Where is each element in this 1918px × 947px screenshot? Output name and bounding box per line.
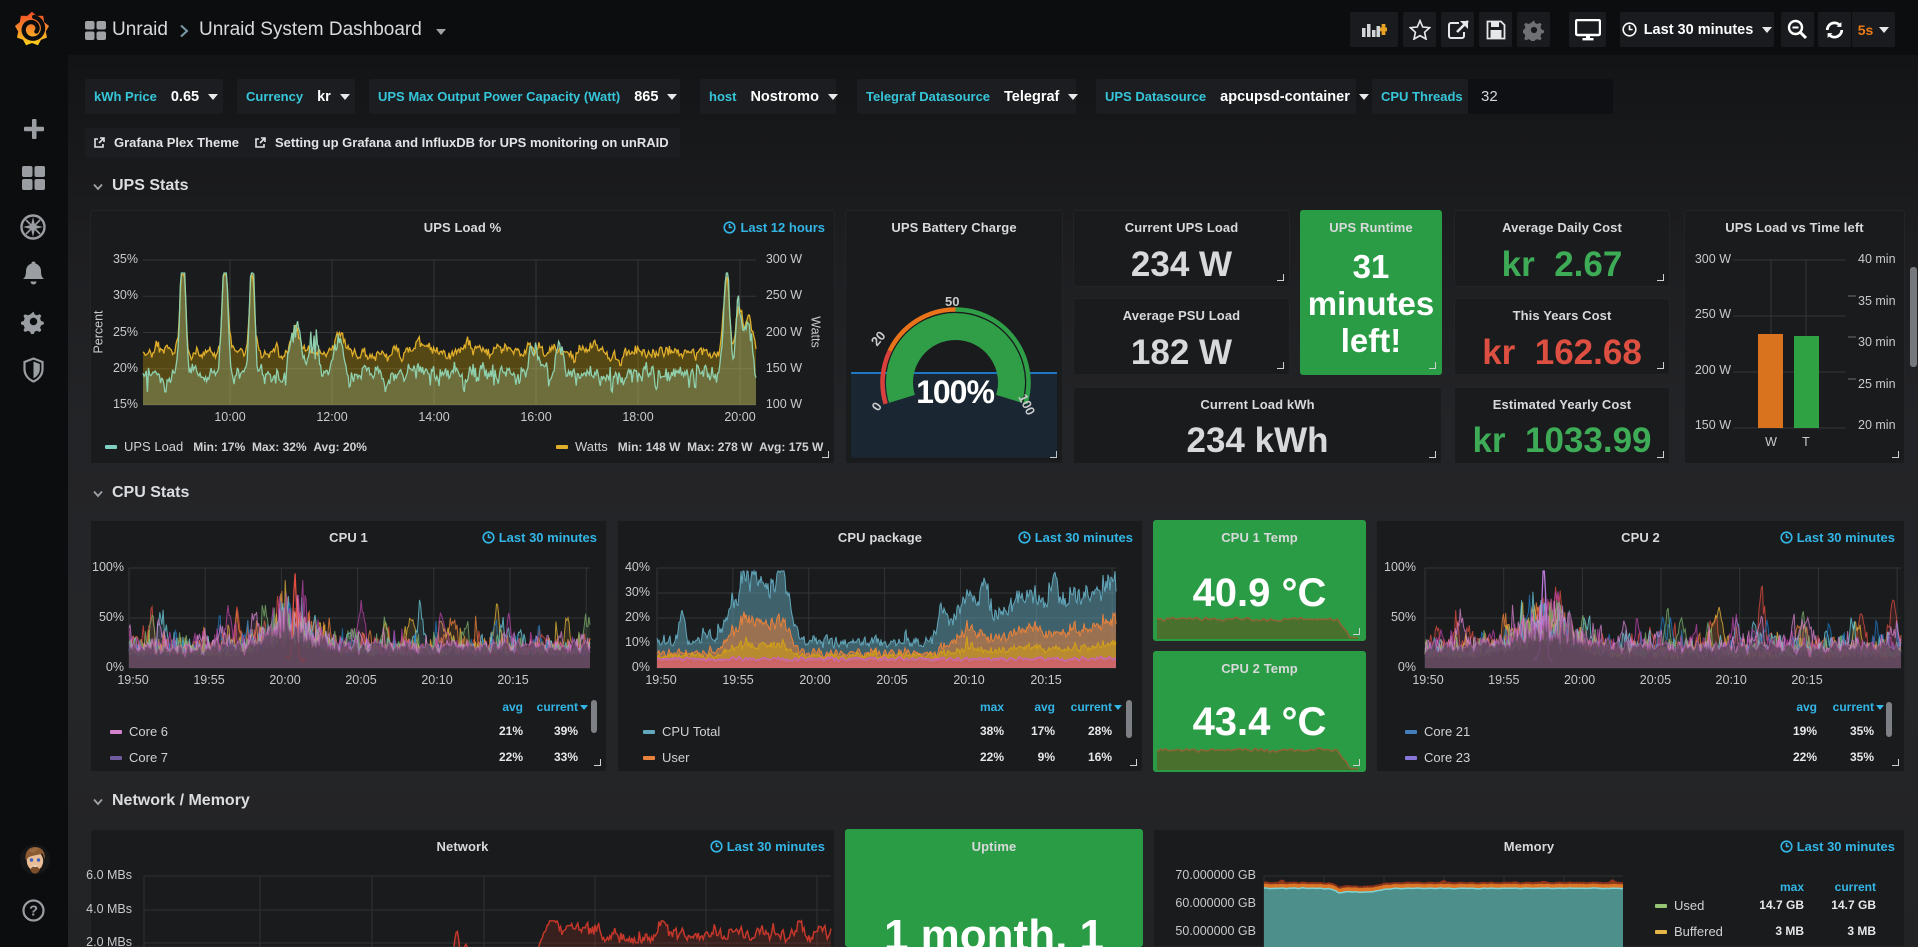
svg-text:?: ? <box>29 904 38 920</box>
